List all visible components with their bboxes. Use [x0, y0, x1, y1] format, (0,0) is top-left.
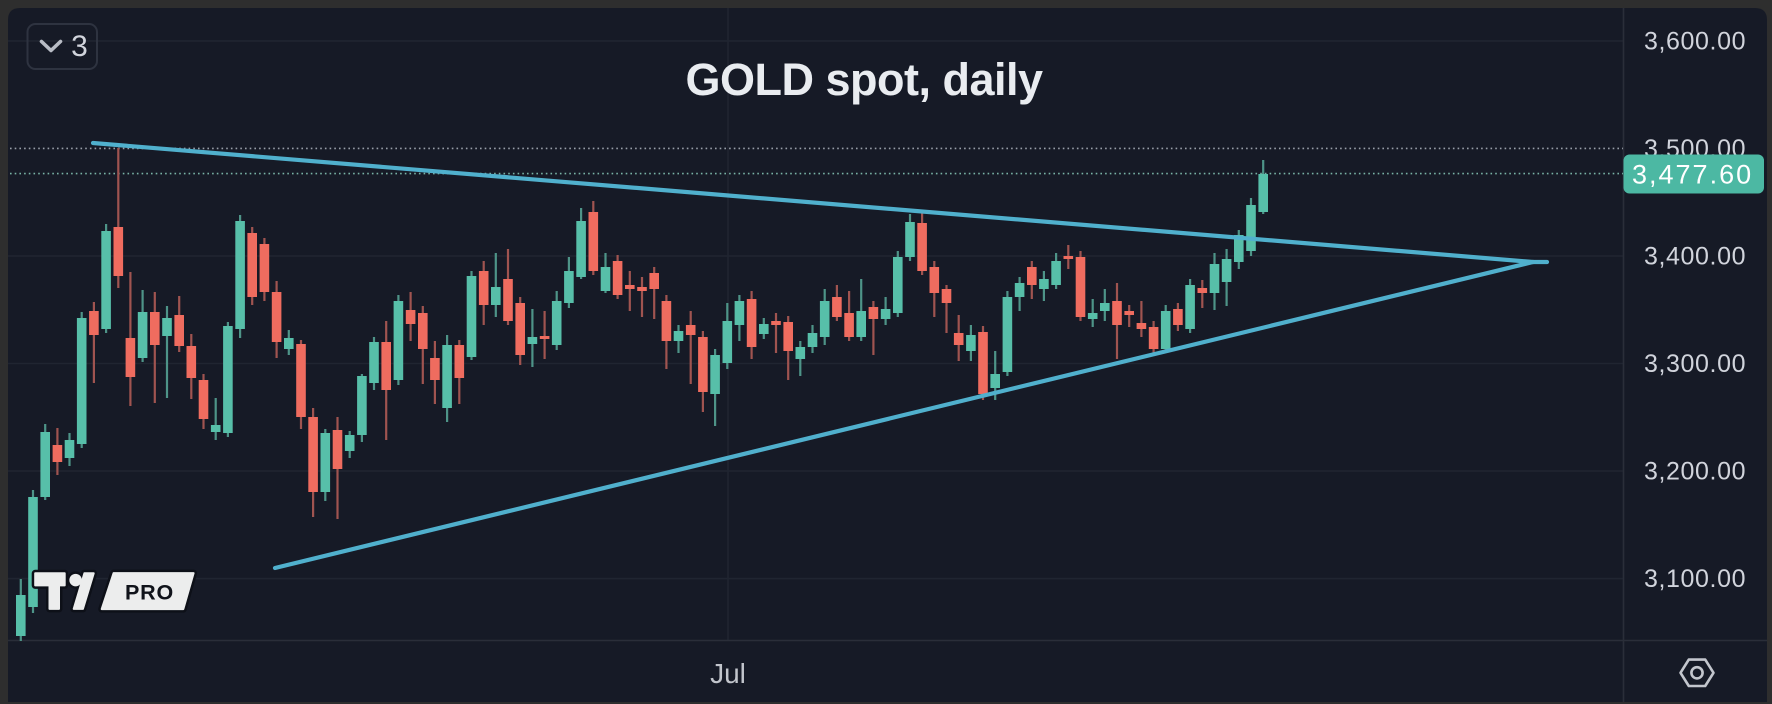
svg-text:3,200.00: 3,200.00	[1644, 458, 1746, 486]
svg-text:GOLD spot, daily: GOLD spot, daily	[685, 54, 1043, 105]
svg-text:PRO: PRO	[125, 581, 174, 605]
svg-text:Jul: Jul	[710, 658, 746, 689]
svg-text:3,300.00: 3,300.00	[1644, 350, 1746, 378]
svg-text:3,600.00: 3,600.00	[1644, 27, 1746, 55]
svg-text:3,400.00: 3,400.00	[1644, 243, 1746, 271]
svg-text:3,100.00: 3,100.00	[1644, 565, 1746, 593]
svg-text:3,477.60: 3,477.60	[1632, 160, 1753, 190]
svg-text:3: 3	[71, 30, 88, 63]
